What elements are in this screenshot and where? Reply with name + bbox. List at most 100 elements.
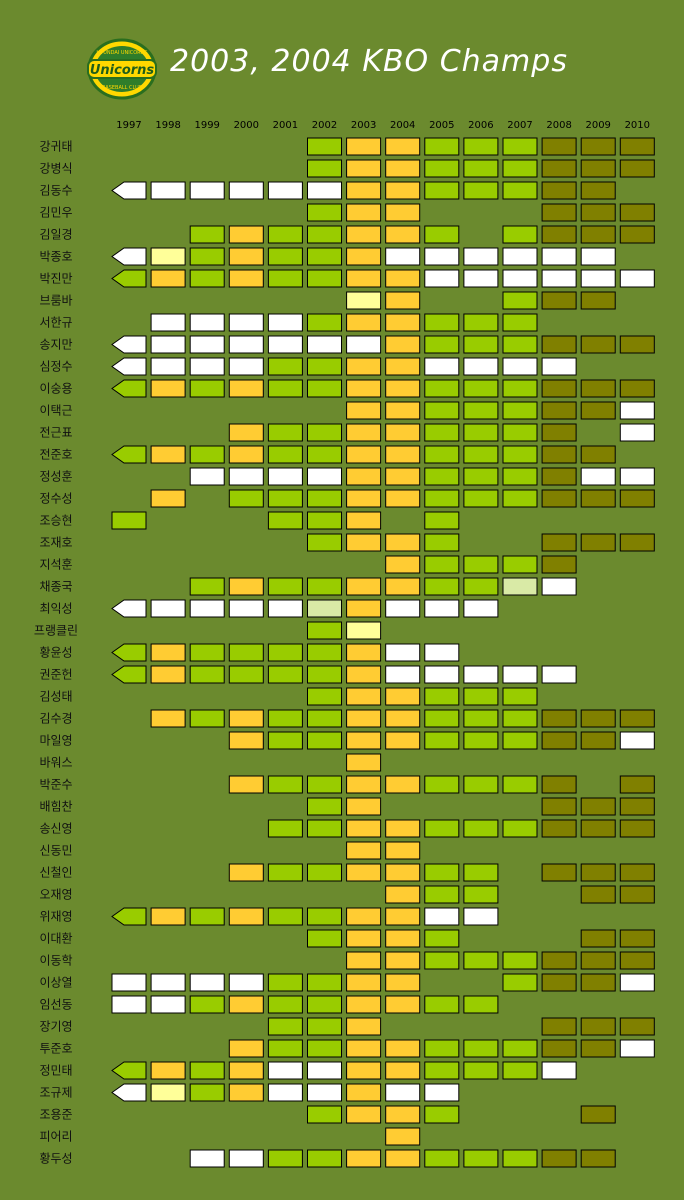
season-cell [267,423,303,442]
season-cell [385,1105,421,1124]
season-cell [346,159,382,178]
season-cell [580,247,616,266]
season-cell [385,1039,421,1058]
player-name: 지석훈 [39,558,72,572]
player-name: 강귀태 [39,140,72,154]
player-name: 장기영 [39,1020,72,1034]
season-cell [463,775,499,794]
season-cell [424,951,460,970]
season-cell [307,181,342,200]
season-cell [424,247,460,266]
season-cell [502,1149,538,1168]
season-cell [307,797,342,816]
season-cell [307,863,342,882]
player-name: 서한규 [39,316,72,330]
season-cell [385,181,421,200]
season-cell [424,687,460,706]
player-name: 송지만 [39,338,72,352]
season-cell [580,137,616,156]
season-cell [346,313,382,332]
player-name: 심정수 [39,360,72,374]
season-cell [307,1017,342,1036]
season-cell [541,225,577,244]
season-cell [385,401,421,420]
season-cell [150,269,186,288]
season-cell [541,269,577,288]
career-start-arrow [111,269,147,288]
season-cell [307,137,342,156]
season-cell [580,1017,616,1036]
season-cell [502,709,538,728]
season-cell [385,995,421,1014]
season-cell [541,423,577,442]
season-cell [267,863,303,882]
season-cell [541,291,577,310]
season-cell [463,1061,499,1080]
player-name: 조용준 [39,1108,72,1122]
career-start-arrow [111,1061,147,1080]
season-cell [424,137,460,156]
season-cell [150,335,186,354]
season-cell [541,973,577,992]
season-cell [150,995,186,1014]
season-cell [619,379,655,398]
season-cell [580,951,616,970]
season-cell [385,951,421,970]
season-cell [463,335,499,354]
season-cell [307,819,342,838]
season-cell [267,335,303,354]
season-cell [346,423,382,442]
season-cell [424,643,460,662]
season-cell [580,885,616,904]
career-start-arrow [111,379,147,398]
season-cell [346,137,382,156]
season-cell [463,181,499,200]
season-cell [385,973,421,992]
season-cell [385,203,421,222]
season-cell [424,533,460,552]
season-cell [346,1017,382,1036]
player-name: 김수경 [39,712,72,726]
season-cell [346,181,382,200]
season-cell [150,643,186,662]
season-cell [150,1061,186,1080]
season-cell [502,423,538,442]
season-cell [346,533,382,552]
player-name: 조재호 [39,536,72,550]
season-cell [346,1061,382,1080]
season-cell [150,973,186,992]
season-cell [580,819,616,838]
season-cell [307,775,342,794]
season-cell [228,995,264,1014]
season-cell [228,335,264,354]
season-cell [541,489,577,508]
season-cell [463,489,499,508]
season-cell [463,247,499,266]
career-start-arrow [111,357,147,376]
season-cell [267,357,303,376]
player-name: 정수성 [39,492,72,506]
season-cell [502,379,538,398]
season-cell [150,379,186,398]
season-cell [346,621,382,640]
season-cell [502,1039,538,1058]
player-name: 조규제 [39,1086,72,1100]
season-cell [189,247,225,266]
season-cell [111,973,147,992]
career-start-arrow [111,181,147,200]
season-cell [307,225,342,244]
season-cell [267,1083,303,1102]
season-cell [307,973,342,992]
career-start-arrow [111,247,147,266]
season-cell [541,1149,577,1168]
player-name: 오재영 [39,888,72,902]
player-name: 이동학 [39,954,72,968]
season-cell [150,181,186,200]
season-cell [385,225,421,244]
season-cell [346,401,382,420]
player-name: 송신영 [39,822,72,836]
season-cell [580,1039,616,1058]
season-cell [346,203,382,222]
season-cell [541,247,577,266]
season-cell [424,423,460,442]
